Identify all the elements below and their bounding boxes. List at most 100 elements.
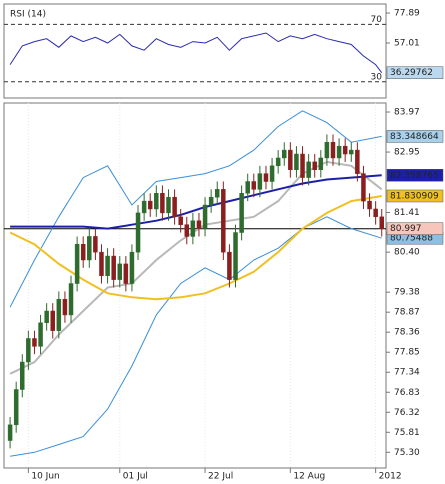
value-box-label: 80.997 — [390, 224, 422, 234]
y-tick-label: 82.95 — [394, 148, 420, 158]
candle-body — [208, 196, 214, 206]
candle-body — [99, 251, 104, 276]
x-tick-label: 01 Jul — [123, 472, 148, 482]
y-tick-label: 78.36 — [394, 328, 420, 338]
candle-body — [26, 338, 31, 363]
candle-body — [282, 149, 287, 159]
candle-body — [367, 200, 372, 210]
candle-body — [239, 193, 244, 233]
overlay-line — [10, 174, 382, 230]
candle-body — [68, 283, 74, 316]
candle-body — [251, 181, 257, 190]
candle-body — [172, 196, 177, 218]
value-box — [386, 169, 444, 182]
candle-body — [147, 200, 153, 210]
candle-body — [141, 200, 147, 214]
candle-body — [93, 236, 98, 253]
x-tick-label: 22 Jul — [208, 472, 233, 482]
candle-body — [214, 189, 220, 198]
overlay-line — [9, 110, 382, 308]
level-label: 70 — [371, 15, 383, 25]
candle-body — [80, 244, 86, 261]
value-box-label: 36.29762 — [390, 68, 433, 78]
value-box-label: 83.348664 — [390, 132, 439, 142]
y-tick-label: 75.81 — [394, 428, 420, 438]
candle-body — [312, 161, 317, 170]
candle-body — [135, 212, 141, 253]
candle-body — [129, 251, 135, 284]
y-tick-label: 77.89 — [394, 9, 420, 19]
candle-body — [221, 189, 226, 253]
candle-body — [336, 145, 342, 159]
candle-body — [44, 310, 49, 324]
candle-body — [227, 251, 232, 280]
candle-body — [20, 361, 25, 390]
y-tick-label: 57.01 — [394, 39, 420, 49]
y-tick-label: 75.30 — [394, 448, 420, 458]
candle-body — [233, 232, 238, 280]
candle-body — [263, 173, 269, 182]
value-box-label: 81.830909 — [390, 191, 439, 201]
candle-body — [318, 157, 324, 170]
y-tick-label: 76.32 — [394, 408, 420, 418]
candle-body — [32, 338, 37, 347]
candle-body — [275, 157, 281, 167]
candle-body — [324, 141, 330, 159]
level-label: 30 — [371, 72, 383, 82]
x-tick-label: 2012 — [379, 472, 402, 482]
rsi-panel — [3, 3, 387, 99]
candle-body — [269, 165, 275, 182]
value-box — [386, 189, 444, 203]
candle-body — [50, 310, 55, 331]
candle-body — [117, 263, 123, 280]
candle-body — [184, 224, 190, 237]
candle-body — [300, 153, 305, 178]
candle-body — [330, 141, 336, 159]
rsi-title: RSI (14) — [10, 10, 46, 20]
overlay-line — [9, 195, 382, 301]
rsi-line — [9, 32, 383, 74]
candle-body — [288, 149, 293, 170]
y-tick-label: 78.87 — [394, 308, 420, 318]
value-box — [386, 66, 444, 79]
candle-body — [361, 173, 366, 202]
candle-body — [294, 153, 299, 170]
y-tick-label: 80.40 — [394, 248, 420, 258]
candle-body — [355, 149, 360, 174]
candle-body — [87, 236, 92, 261]
y-tick-label: 81.41 — [394, 208, 420, 218]
y-tick-label: 77.34 — [394, 368, 420, 378]
candle-body — [178, 216, 183, 225]
candle-body — [166, 196, 171, 214]
y-tick-label: 83.97 — [394, 108, 420, 118]
value-box — [386, 222, 444, 235]
candle-body — [56, 298, 62, 331]
candle-body — [74, 244, 80, 284]
candle-body — [379, 216, 384, 229]
candle-body — [105, 255, 110, 276]
candle-body — [62, 298, 68, 316]
candle-body — [349, 149, 354, 155]
x-tick-label: 10 Jun — [31, 472, 59, 482]
candle-body — [111, 255, 116, 280]
candle-body — [38, 322, 43, 347]
y-tick-label: 76.83 — [394, 388, 420, 398]
value-box-label: 82.358765 — [390, 171, 439, 181]
overlay-line — [10, 216, 382, 457]
candle-body — [154, 193, 159, 210]
y-tick-label: 79.38 — [394, 288, 420, 298]
candle-body — [160, 193, 165, 214]
value-box — [386, 130, 444, 143]
candle-body — [7, 424, 13, 441]
price-panel — [3, 102, 387, 469]
candle-body — [13, 389, 19, 426]
candle-body — [257, 173, 263, 190]
candle-body — [342, 145, 348, 155]
value-box-label: 80.75488 — [390, 234, 433, 244]
candle-body — [123, 263, 129, 284]
candle-body — [306, 161, 311, 178]
candle-body — [190, 220, 196, 237]
candle-body — [202, 204, 208, 229]
candle-body — [245, 181, 250, 194]
